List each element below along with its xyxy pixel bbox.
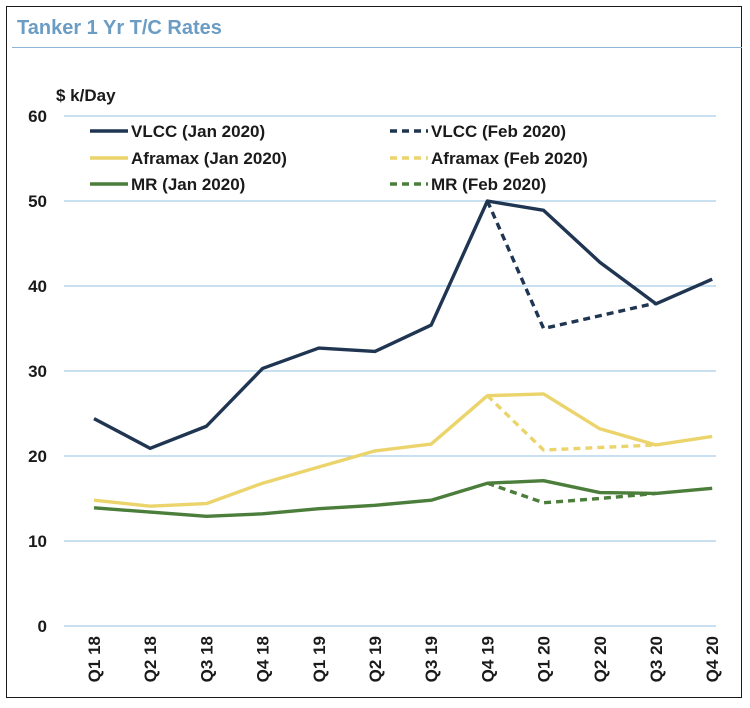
legend-label: VLCC (Feb 2020) [431, 122, 566, 141]
y-axis-label: $ k/Day [56, 86, 116, 105]
legend-item: VLCC (Feb 2020) [390, 122, 566, 141]
x-tick-label: Q3 19 [422, 636, 441, 682]
x-tick-label: Q4 20 [703, 636, 722, 682]
y-tick-label: 40 [28, 277, 47, 296]
legend-label: MR (Jan 2020) [131, 175, 245, 194]
y-tick-label: 30 [28, 362, 47, 381]
legend-item: VLCC (Jan 2020) [90, 122, 265, 141]
series-line-aframax-jan-2020 [93, 392, 713, 508]
x-tick-label: Q4 19 [478, 636, 497, 682]
y-tick-label: 20 [28, 447, 47, 466]
legend-item: MR (Jan 2020) [90, 175, 245, 194]
x-tick-label: Q1 19 [310, 636, 329, 682]
gridlines [64, 115, 716, 627]
legend-label: Aframax (Jan 2020) [131, 149, 287, 168]
series-line-vlcc-jan-2020 [93, 199, 713, 451]
legend-item: MR (Feb 2020) [390, 175, 546, 194]
legend-item: Aframax (Jan 2020) [90, 149, 287, 168]
legend-label: VLCC (Jan 2020) [131, 122, 265, 141]
y-tick-label: 10 [28, 532, 47, 551]
x-tick-label: Q3 20 [647, 636, 666, 682]
legend-label: MR (Feb 2020) [431, 175, 546, 194]
x-tick-label: Q2 18 [141, 636, 160, 682]
x-tick-label: Q4 18 [254, 636, 273, 682]
series-line-vlcc-feb-2020 [485, 200, 657, 331]
x-tick-label: Q2 19 [366, 636, 385, 682]
series-line-mr-jan-2020 [93, 478, 713, 519]
series-lines [93, 199, 713, 519]
x-tick-label: Q3 18 [197, 636, 216, 682]
legend-label: Aframax (Feb 2020) [431, 149, 588, 168]
legend: VLCC (Jan 2020) Aframax (Jan 2020) MR (Jan… [90, 122, 588, 194]
series-line-aframax-feb-2020 [486, 394, 657, 452]
y-tick-label: 0 [38, 617, 47, 636]
legend-item: Aframax (Feb 2020) [390, 149, 588, 168]
series-line-mr-feb-2020 [486, 481, 657, 505]
chart-title: Tanker 1 Yr T/C Rates [17, 17, 222, 39]
x-tick-label: Q2 20 [591, 636, 610, 682]
x-tick-label: Q1 20 [535, 636, 554, 682]
y-axis-ticks: 0 10 20 30 40 50 60 [28, 107, 47, 636]
x-tick-label: Q1 18 [85, 636, 104, 682]
y-tick-label: 60 [28, 107, 47, 126]
x-axis-ticks: Q1 18 Q2 18 Q3 18 Q4 18 Q1 19 Q2 19 Q3 19 Q4 19… [85, 636, 722, 682]
y-tick-label: 50 [28, 192, 47, 211]
title-divider [12, 47, 742, 48]
